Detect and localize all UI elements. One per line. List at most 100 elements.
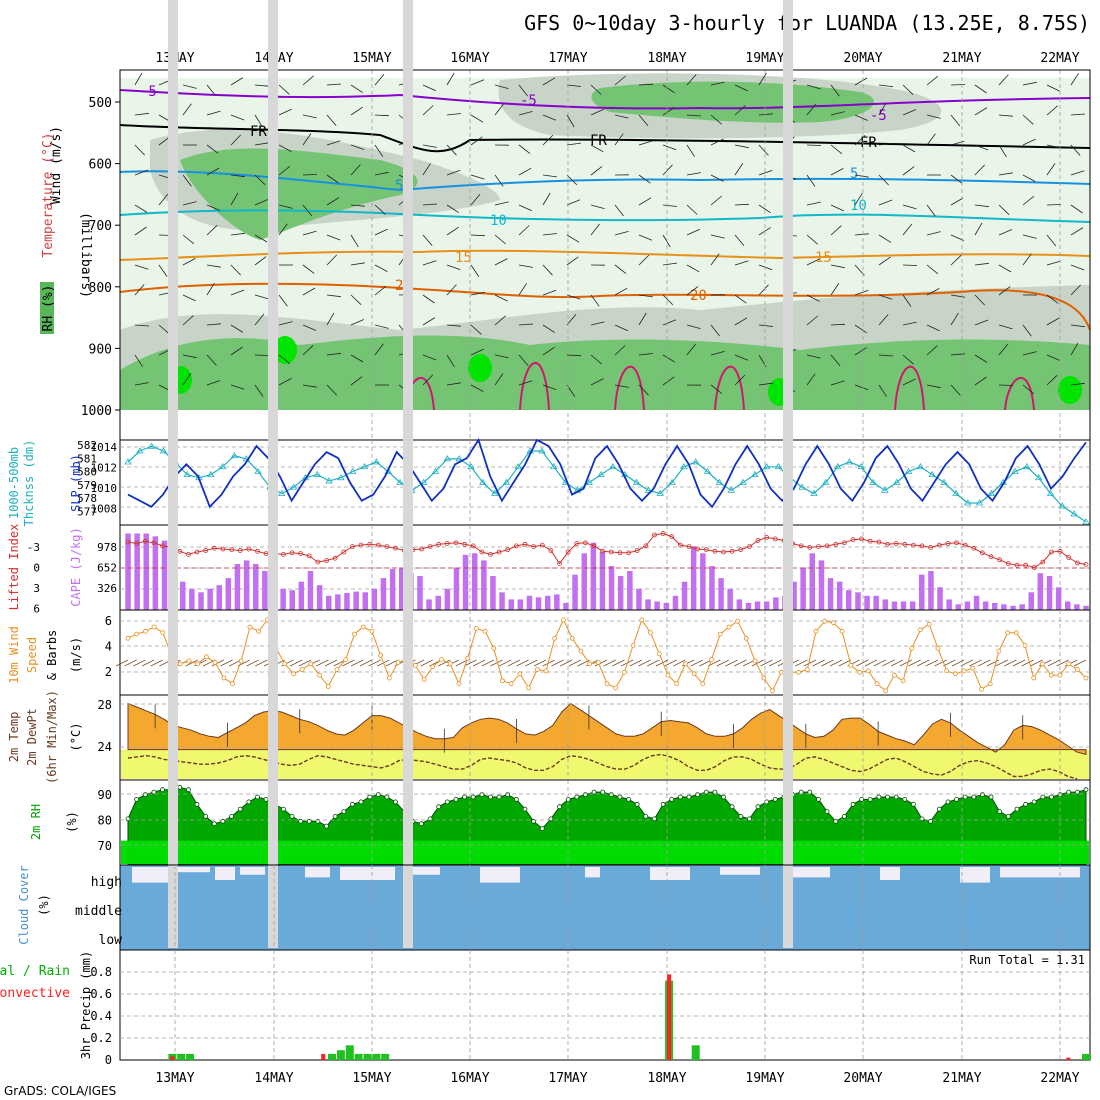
thickness-point (1023, 462, 1031, 470)
wind-speed-point (569, 635, 575, 641)
rh-point (798, 789, 804, 795)
cape-bar (1074, 604, 1080, 610)
rh-point (246, 799, 252, 805)
cloud-high-gap (132, 867, 168, 883)
lifted-index-point (695, 546, 700, 552)
cape-bar (262, 571, 268, 610)
wind-barb (974, 222, 983, 236)
wind-barb (1046, 105, 1058, 116)
wind-barb (566, 314, 577, 326)
wind-barb-10m (603, 659, 616, 667)
axis-label-barbs: & Barbs (45, 630, 59, 681)
wind-barb-10m (438, 659, 451, 667)
cape-bar (143, 533, 149, 610)
wind-barb-10m (638, 659, 651, 667)
cape-bar (763, 601, 770, 610)
wind-speed-point (351, 631, 357, 637)
axis-label-cloud: Cloud Cover (17, 865, 31, 944)
wind-barb (1022, 81, 1037, 86)
wind-speed-point (587, 661, 592, 667)
contour-label: -5 (520, 93, 537, 109)
thickness-point (502, 478, 511, 485)
wind-barb-10m (1021, 659, 1034, 667)
wind-barb (638, 294, 653, 298)
lifted-index-point (332, 555, 338, 561)
lifted-index-point (608, 549, 614, 555)
rh-point (600, 789, 606, 795)
wind-barb (134, 226, 147, 236)
wind-speed-point (177, 661, 183, 667)
lifted-index-point (764, 535, 770, 540)
lifted-index-point (125, 539, 131, 545)
wind-barb-10m (734, 659, 747, 667)
thickness-point (218, 462, 227, 470)
lifted-index-point (721, 549, 726, 555)
wind-barb (254, 354, 270, 356)
thickness-point (904, 467, 913, 474)
wind-barb (662, 164, 673, 176)
rh-legend-swatch (40, 282, 54, 334)
wind-speed-point (282, 661, 288, 667)
rh-point (349, 801, 355, 807)
lifted-index-point (514, 543, 519, 549)
lifted-index-point (393, 545, 398, 551)
wind-speed-point (439, 657, 444, 662)
top-date-label: 18MAY (647, 51, 686, 66)
thickness-point (680, 462, 688, 470)
axis-label-convective: Convective (0, 986, 70, 1001)
lifted-index-point (358, 542, 364, 548)
wind-barb (518, 144, 531, 154)
lifted-index-point (280, 552, 286, 557)
wind-barb (638, 353, 653, 356)
cape-bar (234, 564, 241, 610)
cape-bar (198, 592, 204, 610)
wind-barb (1022, 138, 1036, 146)
cape-bar (709, 566, 715, 610)
wind-barb (662, 376, 675, 386)
wind-barb (134, 264, 149, 270)
cape-bar (773, 597, 779, 611)
wind-speed-point (578, 648, 584, 654)
wind-barb (974, 262, 989, 266)
wind-barb (710, 174, 724, 182)
rh-point (1066, 789, 1072, 795)
precip-tick-label: 0.6 (90, 987, 112, 1001)
temp-tick-label: 28 (98, 698, 112, 712)
thickness-point (1046, 489, 1055, 496)
wind-barb (830, 283, 840, 296)
cape-bar (636, 588, 642, 611)
lifted-tick-label: 3 (33, 582, 40, 595)
wind-barb-10m (472, 659, 486, 667)
wind-barb (806, 315, 818, 326)
cape-bar (882, 599, 888, 610)
wind-speed-point (517, 671, 523, 677)
cape-bar (928, 571, 934, 610)
wind-barb-10m (795, 659, 808, 667)
lifted-index-point (522, 541, 528, 547)
wind-speed-point (987, 681, 993, 687)
rh-point (470, 794, 476, 800)
wind-barb (710, 138, 724, 146)
thickness-point (715, 478, 724, 485)
lifted-index-point (479, 549, 485, 555)
wind-barb-10m (507, 659, 521, 667)
wind-barb-10m (385, 659, 399, 667)
thickness-point (952, 489, 960, 496)
wind-speed-point (221, 675, 227, 681)
cape-bar (335, 594, 341, 610)
rh-point (160, 787, 165, 793)
wind-barb (830, 264, 845, 269)
wind-barb (278, 204, 293, 209)
wind-barb (566, 142, 581, 146)
wind-barb (422, 163, 431, 176)
thickness-point (632, 478, 641, 485)
wind-barb (518, 84, 528, 97)
lifted-index-point (160, 543, 165, 549)
top-date-label: 19MAY (745, 51, 784, 66)
axis-label-10m-wind: 10m Wind (7, 626, 21, 684)
wind-barb (446, 144, 457, 156)
cape-bar (1055, 587, 1062, 610)
contour-label: -5 (870, 108, 887, 124)
rh-point (738, 814, 744, 819)
wind-barb (902, 166, 915, 176)
